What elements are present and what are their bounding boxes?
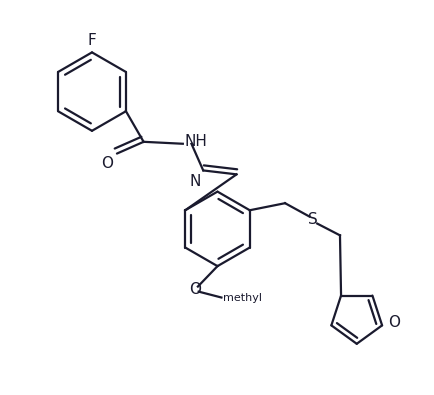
Text: O: O bbox=[188, 282, 200, 297]
Text: methyl: methyl bbox=[223, 293, 262, 303]
Text: NH: NH bbox=[184, 134, 207, 149]
Text: O: O bbox=[387, 315, 399, 330]
Text: N: N bbox=[190, 174, 201, 189]
Text: O: O bbox=[101, 156, 113, 171]
Text: S: S bbox=[308, 212, 317, 227]
Text: F: F bbox=[87, 33, 96, 48]
